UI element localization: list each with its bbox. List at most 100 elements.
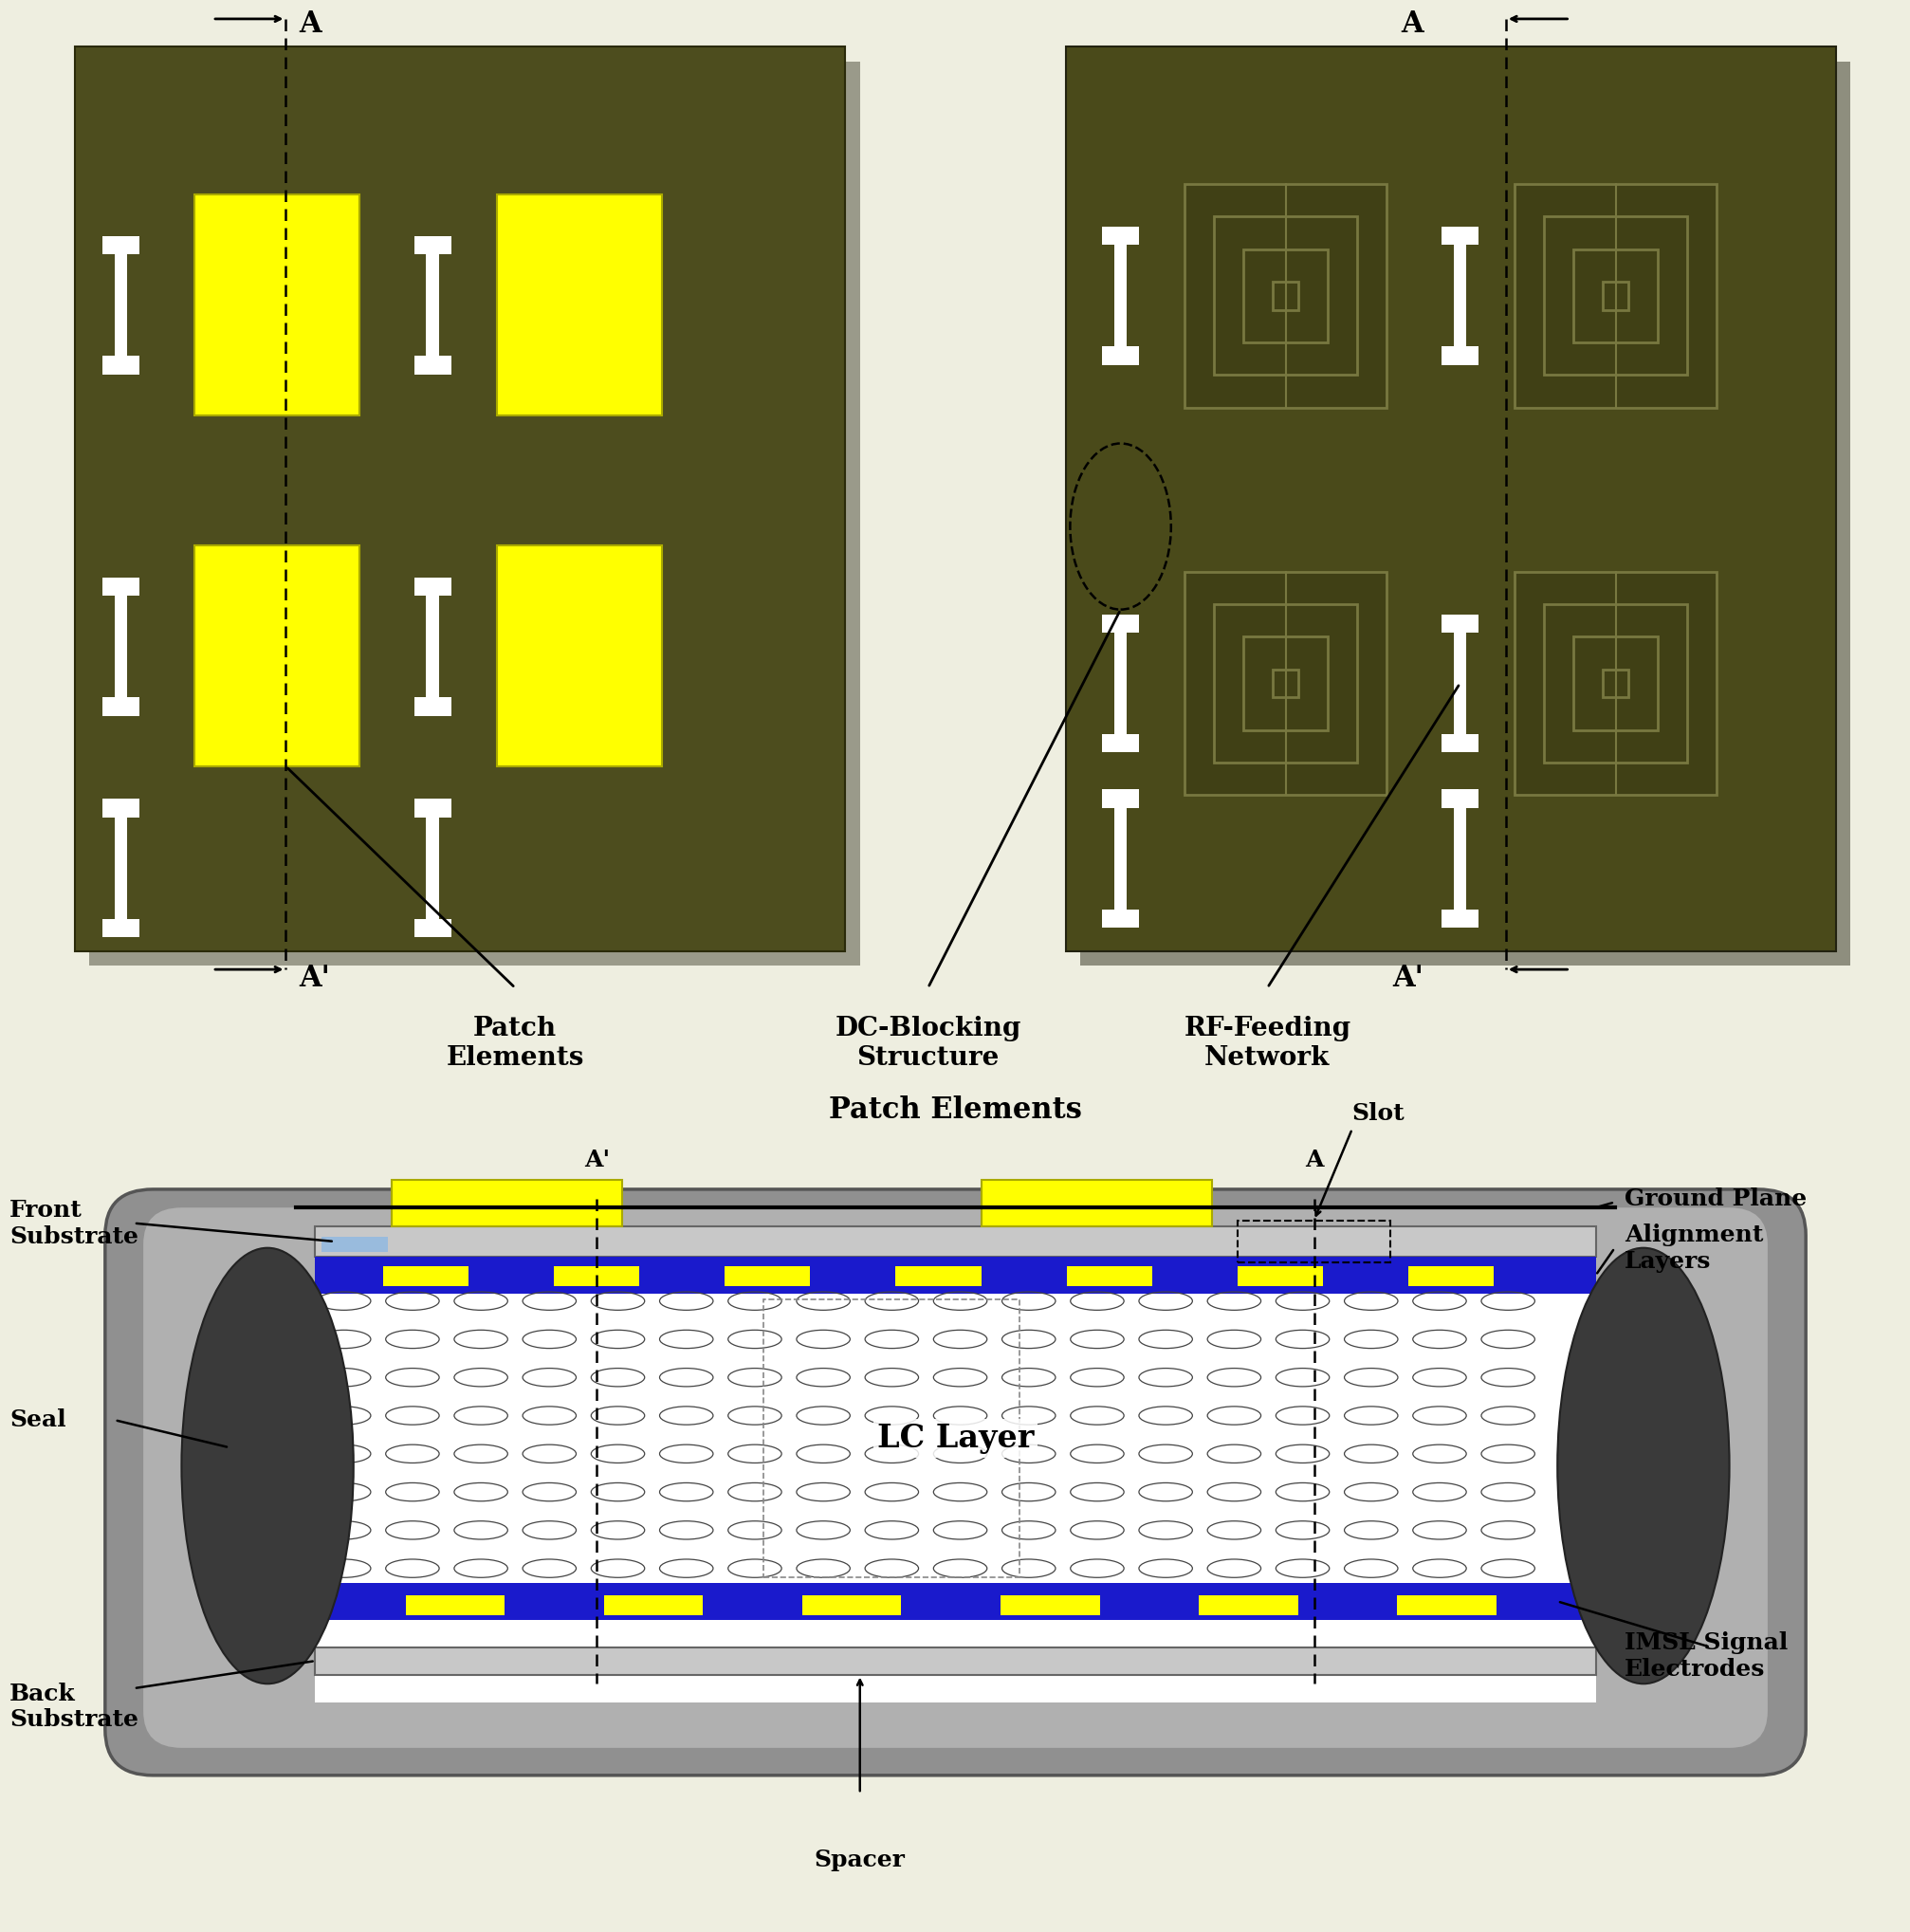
Bar <box>414 697 451 715</box>
Bar <box>103 355 139 375</box>
Polygon shape <box>90 62 860 966</box>
Bar <box>1440 790 1478 808</box>
Text: A: A <box>1400 10 1423 39</box>
Bar <box>980 1180 1211 1227</box>
Bar <box>1102 226 1138 245</box>
Text: DC-Blocking
Structure: DC-Blocking Structure <box>835 1016 1020 1070</box>
Bar <box>1102 734 1138 753</box>
Bar <box>1066 1265 1152 1287</box>
Bar <box>1543 216 1687 375</box>
Bar <box>1574 249 1658 342</box>
Bar <box>1236 1265 1322 1287</box>
Bar <box>1515 184 1715 408</box>
Bar <box>1515 572 1715 796</box>
Bar <box>103 578 139 595</box>
Bar <box>1440 734 1478 753</box>
Text: Seal: Seal <box>10 1408 67 1432</box>
Bar <box>1515 184 1715 408</box>
Text: Patch Elements: Patch Elements <box>829 1095 1081 1124</box>
Bar <box>414 578 451 595</box>
Bar <box>115 255 128 355</box>
Bar <box>604 1596 703 1615</box>
Text: Slot: Slot <box>1352 1103 1404 1124</box>
Bar <box>103 697 139 715</box>
Bar <box>426 595 439 697</box>
Text: A': A' <box>584 1148 609 1171</box>
Bar <box>1602 282 1627 309</box>
Bar <box>426 817 439 920</box>
Text: RF-Feeding
Network: RF-Feeding Network <box>1182 1016 1350 1070</box>
Bar <box>103 920 139 937</box>
Bar <box>1396 1596 1496 1615</box>
Text: A': A' <box>298 964 330 993</box>
Bar <box>1440 614 1478 632</box>
Polygon shape <box>74 46 844 951</box>
Bar <box>414 355 451 375</box>
Text: Ground Plane: Ground Plane <box>1623 1186 1805 1209</box>
Bar <box>115 817 128 920</box>
Bar <box>1602 668 1627 697</box>
Bar <box>1440 226 1478 245</box>
Bar <box>1102 614 1138 632</box>
Bar <box>384 1265 468 1287</box>
Bar <box>554 1265 640 1287</box>
Text: A': A' <box>1390 964 1423 993</box>
Bar <box>315 1582 1595 1619</box>
Text: IMSL Signal
Electrodes: IMSL Signal Electrodes <box>1623 1633 1786 1681</box>
Bar <box>315 1294 1595 1582</box>
Bar <box>103 798 139 817</box>
Bar <box>1440 346 1478 365</box>
Bar <box>1184 184 1387 408</box>
Bar <box>1243 638 1327 730</box>
FancyBboxPatch shape <box>143 1208 1767 1748</box>
Text: Spacer: Spacer <box>814 1849 905 1872</box>
Bar <box>1213 216 1356 375</box>
Bar <box>1454 245 1465 346</box>
Bar <box>1102 790 1138 808</box>
Bar <box>1184 572 1387 796</box>
Bar <box>426 255 439 355</box>
Ellipse shape <box>1557 1248 1729 1685</box>
Text: Alignment
Layers: Alignment Layers <box>1623 1223 1763 1273</box>
Text: A: A <box>298 10 321 39</box>
Bar <box>1408 1265 1492 1287</box>
Ellipse shape <box>181 1248 353 1685</box>
Bar <box>724 1265 810 1287</box>
Bar <box>405 1596 504 1615</box>
Bar <box>103 236 139 255</box>
Polygon shape <box>1079 62 1849 966</box>
Bar <box>497 195 661 415</box>
Bar <box>392 1180 623 1227</box>
Text: A: A <box>1305 1148 1322 1171</box>
Bar <box>414 798 451 817</box>
Text: Patch
Elements: Patch Elements <box>447 1016 584 1070</box>
Bar <box>896 1265 980 1287</box>
Bar <box>1102 346 1138 365</box>
Bar <box>315 1648 1595 1675</box>
Bar <box>1114 245 1127 346</box>
Bar <box>1001 1596 1098 1615</box>
Bar <box>1243 249 1327 342</box>
Bar <box>1238 1221 1390 1262</box>
Text: Back
Substrate: Back Substrate <box>10 1683 138 1731</box>
Bar <box>315 1258 1595 1294</box>
Bar <box>315 1227 1595 1258</box>
Bar <box>1184 572 1387 796</box>
Bar <box>1440 910 1478 927</box>
Bar <box>195 195 359 415</box>
Text: LC Layer: LC Layer <box>877 1422 1033 1455</box>
Bar <box>1114 632 1127 734</box>
Bar <box>195 545 359 767</box>
Bar <box>802 1596 902 1615</box>
Bar <box>764 1298 1020 1578</box>
Bar <box>321 1236 388 1252</box>
Bar <box>414 920 451 937</box>
Bar <box>1102 910 1138 927</box>
FancyBboxPatch shape <box>105 1190 1805 1776</box>
Bar <box>1454 632 1465 734</box>
Bar <box>315 1262 1595 1702</box>
Bar <box>1454 808 1465 910</box>
Bar <box>1198 1596 1297 1615</box>
Text: Front
Substrate: Front Substrate <box>10 1198 138 1248</box>
Bar <box>1574 638 1658 730</box>
